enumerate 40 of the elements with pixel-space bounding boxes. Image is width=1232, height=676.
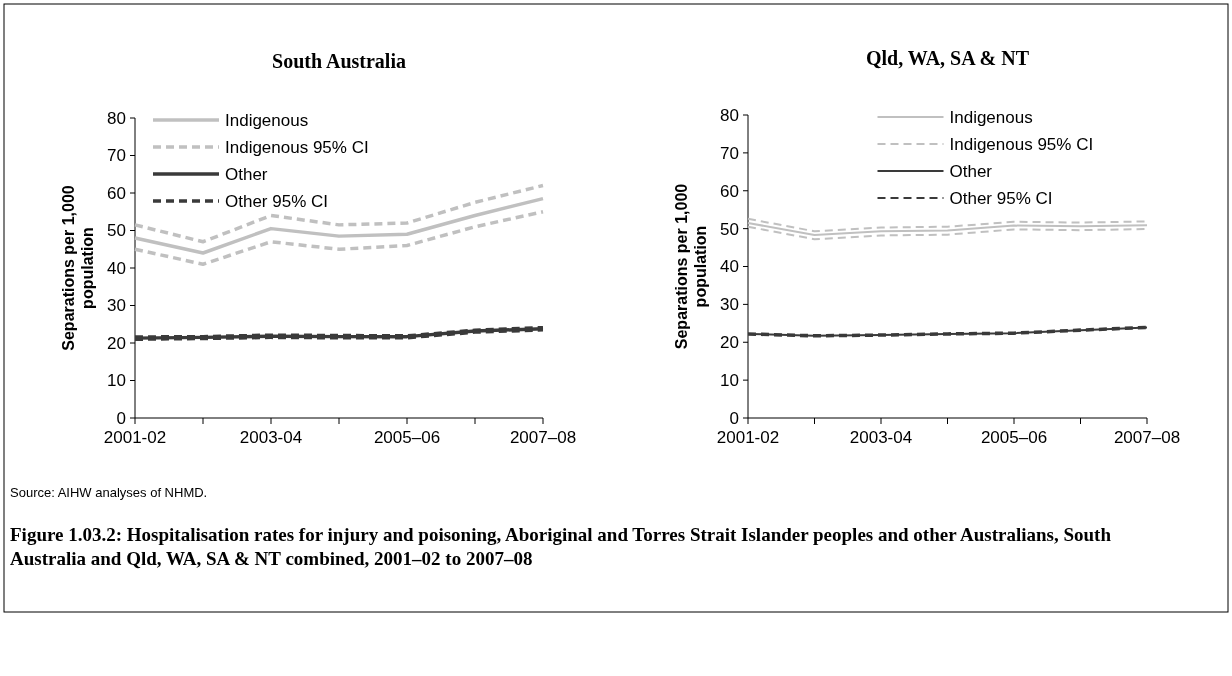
- chart-title: Qld, WA, SA & NT: [865, 47, 1030, 69]
- y-tick-label: 20: [107, 333, 126, 353]
- legend-label: Indigenous 95% CI: [225, 137, 369, 157]
- y-tick-label: 20: [720, 333, 739, 353]
- chart-title: South Australia: [272, 50, 406, 72]
- x-tick-label: 2001-02: [103, 428, 167, 447]
- y-tick-label: 40: [107, 258, 126, 278]
- source-note: Source: AIHW analyses of NHMD.: [10, 485, 208, 500]
- y-tick-label: 30: [107, 296, 126, 316]
- y-tick-label: 60: [720, 181, 739, 201]
- legend-label: Other: [225, 164, 268, 184]
- y-axis-title: Separations per 1,000 population: [672, 183, 709, 350]
- y-tick-label: 0: [116, 408, 126, 428]
- y-tick-label: 60: [107, 183, 126, 203]
- x-tick-label: 2005–06: [980, 428, 1048, 447]
- legend-label: Indigenous: [949, 107, 1033, 127]
- y-tick-label: 10: [720, 371, 739, 391]
- y-tick-label: 0: [729, 408, 739, 428]
- x-tick-label: 2007–08: [509, 428, 577, 447]
- legend-label: Other 95% CI: [949, 188, 1053, 208]
- y-axis-title: Separations per 1,000 population: [59, 185, 96, 351]
- legend-label: Indigenous: [225, 110, 309, 130]
- legend-label: Indigenous 95% CI: [949, 134, 1094, 154]
- y-tick-label: 30: [720, 295, 739, 315]
- x-tick-label: 2003-04: [239, 428, 303, 447]
- y-tick-label: 70: [107, 146, 126, 166]
- y-tick-label: 80: [107, 108, 126, 128]
- legend-label: Other 95% CI: [225, 191, 328, 211]
- y-tick-label: 40: [720, 257, 739, 277]
- x-tick-label: 2005–06: [373, 428, 441, 447]
- caption: Figure 1.03.2: Hospitalisation rates for injury and poisoning, Aboriginal and Torres Strait Islander peoples and other Australians, South Australia and Qld, WA, SA & NT combined, 2001–02 to 2007–08: [10, 524, 1112, 569]
- x-tick-label: 2001-02: [716, 428, 780, 447]
- y-tick-label: 10: [107, 371, 126, 391]
- legend-label: Other: [949, 161, 993, 181]
- y-tick-label: 70: [720, 143, 739, 163]
- y-tick-label: 50: [107, 221, 126, 241]
- y-tick-label: 50: [720, 219, 739, 239]
- y-tick-label: 80: [720, 105, 739, 125]
- x-tick-label: 2003-04: [849, 428, 913, 447]
- x-tick-label: 2007–08: [1113, 428, 1181, 447]
